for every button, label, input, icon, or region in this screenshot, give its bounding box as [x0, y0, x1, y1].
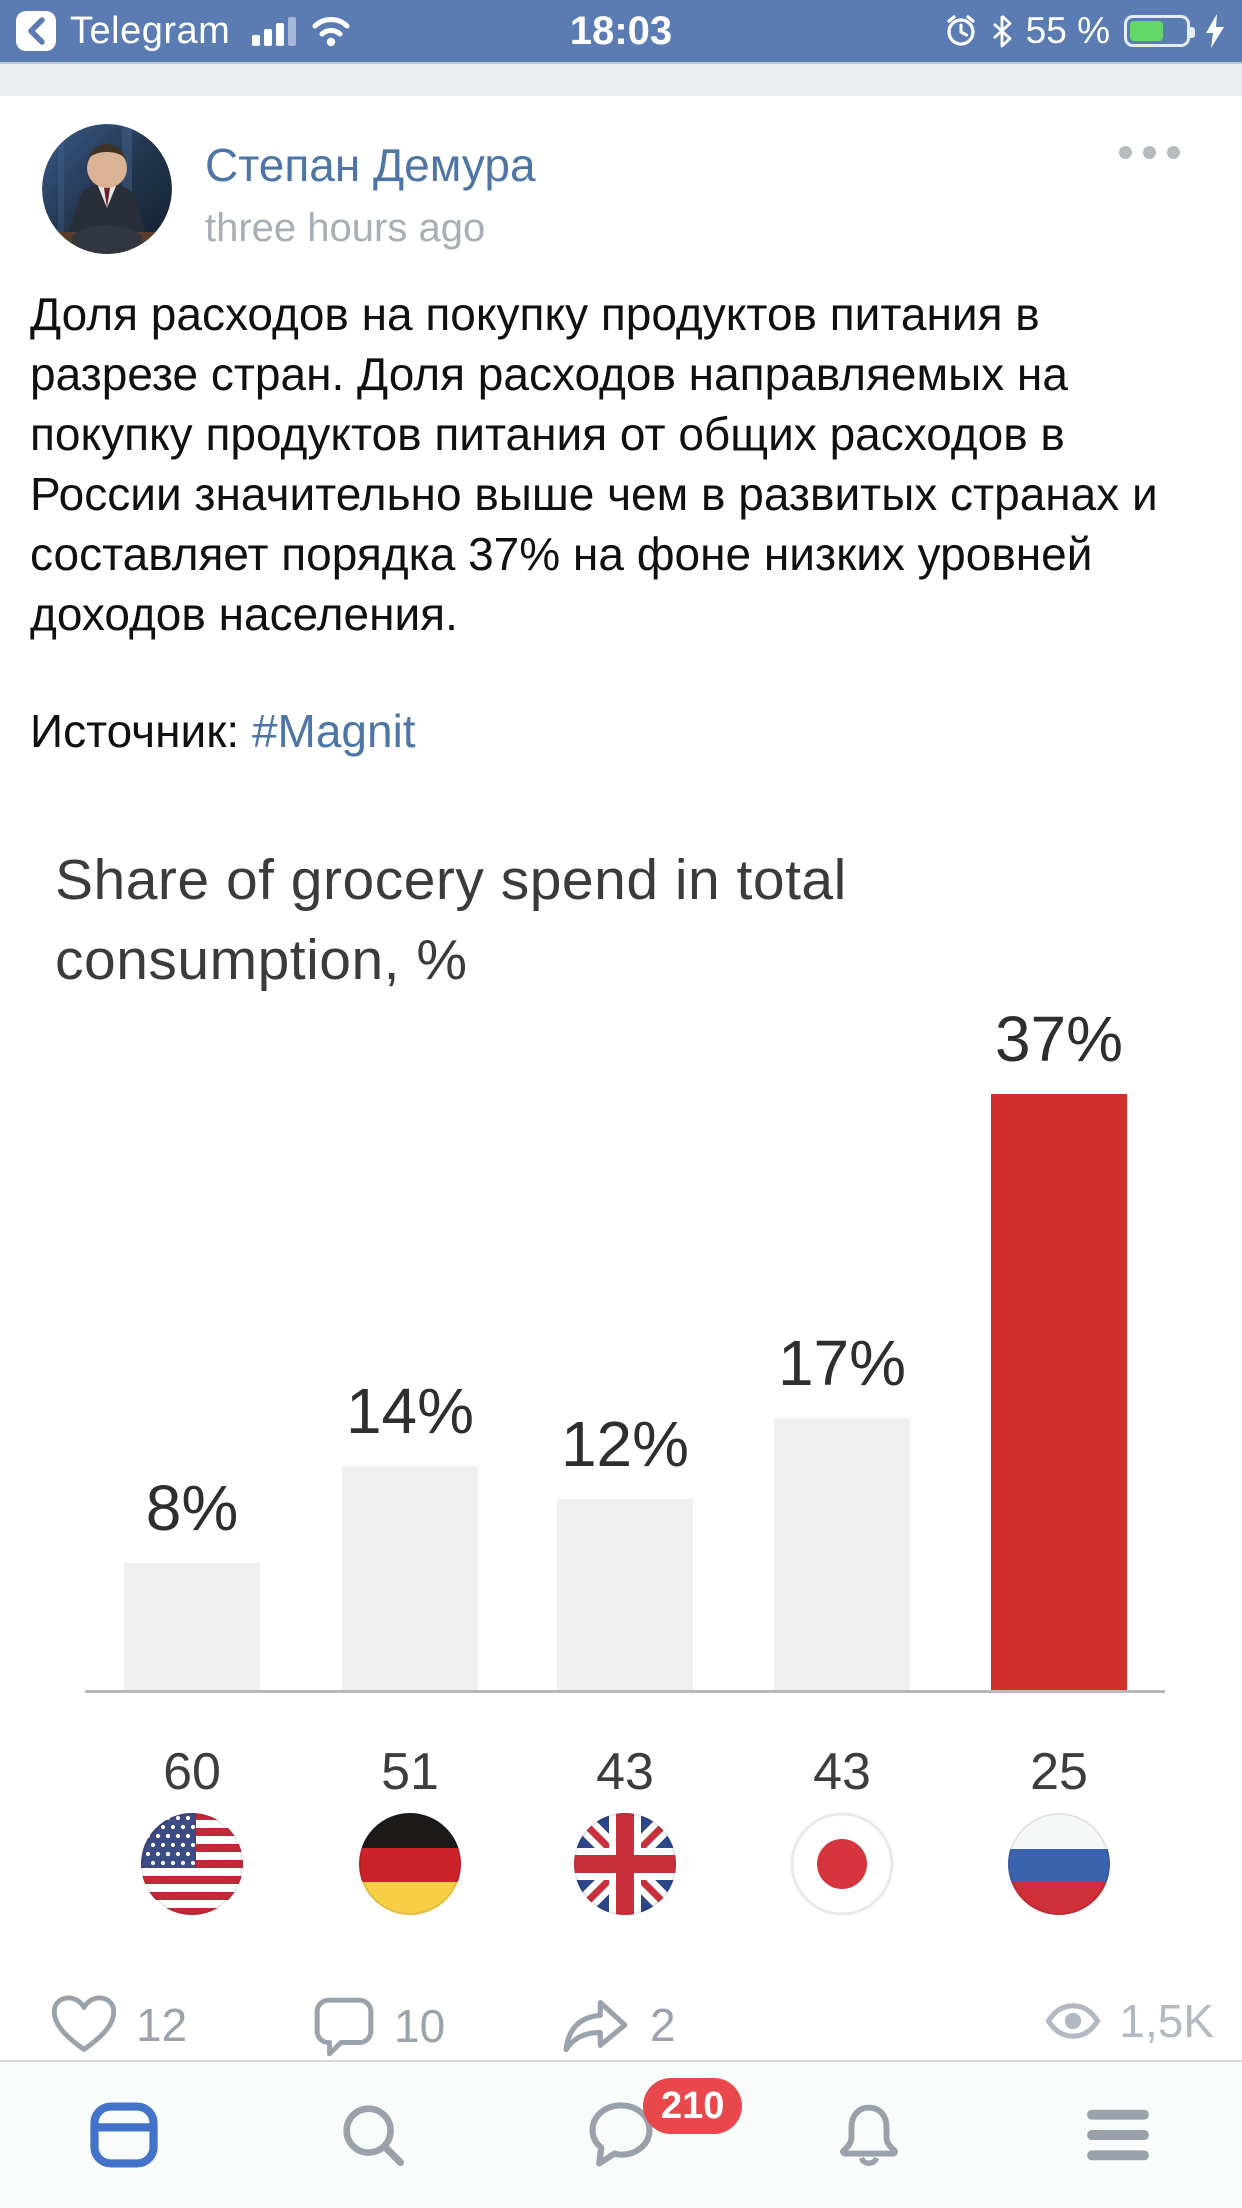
- status-bar: Telegram 18:03 55 %: [0, 0, 1242, 62]
- comment-count: 10: [394, 2000, 446, 2052]
- back-chevron-icon: [28, 17, 45, 45]
- de-flag-icon: [358, 1812, 462, 1916]
- alarm-icon: [947, 15, 975, 46]
- bottom-row-value: 51: [381, 1743, 439, 1801]
- post-body-text: Доля расходов на покупку продуктов питан…: [30, 288, 1158, 640]
- tab-notifications[interactable]: [745, 2062, 993, 2208]
- gb-flag-icon: [573, 1812, 677, 1916]
- author-avatar[interactable]: [42, 124, 172, 254]
- views-counter: 1,5K: [1045, 1994, 1214, 2048]
- bottom-row-value: 43: [813, 1743, 871, 1801]
- jp-flag-icon: [790, 1812, 894, 1916]
- messages-badge: 210: [643, 2078, 743, 2134]
- ru-flag-icon: [1007, 1812, 1111, 1916]
- bar-value-label: 37%: [994, 1003, 1124, 1075]
- bar-japan: [774, 1418, 910, 1693]
- post-timestamp: three hours ago: [205, 206, 486, 250]
- battery-percent-label: 55 %: [1025, 10, 1110, 51]
- bar-value-label: 8%: [145, 1472, 239, 1544]
- like-count: 12: [136, 1999, 188, 2051]
- newsfeed-icon: [90, 2102, 158, 2168]
- tab-menu[interactable]: [994, 2062, 1242, 2208]
- bar-united-kingdom: [557, 1499, 693, 1693]
- us-flag-icon: [140, 1812, 244, 1916]
- hamburger-menu-icon: [1087, 2109, 1149, 2161]
- tab-bar-divider: [0, 2060, 1242, 2062]
- magnit-hashtag-link[interactable]: #Magnit: [251, 705, 416, 757]
- views-eye-icon: [1045, 2003, 1101, 2039]
- views-count: 1,5K: [1119, 1995, 1214, 2047]
- chart-baseline-axis: [85, 1690, 1165, 1693]
- bar-value-label: 14%: [345, 1375, 475, 1447]
- back-app-label[interactable]: Telegram: [70, 9, 231, 52]
- like-button[interactable]: 12: [50, 1994, 187, 2056]
- bluetooth-icon: [992, 14, 1012, 48]
- tab-newsfeed[interactable]: [0, 2062, 248, 2208]
- post-action-bar: 12 10 2 1,5K: [0, 1994, 1242, 2060]
- back-to-app-button[interactable]: [16, 11, 56, 51]
- heart-icon: [51, 1995, 117, 2052]
- tab-messages[interactable]: 210: [497, 2062, 745, 2208]
- search-icon: [342, 2105, 404, 2166]
- bar-germany: [342, 1466, 478, 1693]
- source-label: Источник:: [30, 705, 240, 757]
- avatar-photo: [42, 124, 172, 254]
- post-author-name[interactable]: Степан Демура: [205, 139, 536, 191]
- tab-search[interactable]: [248, 2062, 496, 2208]
- bell-icon: [840, 2104, 899, 2166]
- post-options-button[interactable]: [1119, 146, 1180, 159]
- bar-value-label: 12%: [560, 1408, 690, 1480]
- charging-bolt-icon: [1206, 14, 1224, 48]
- bar-value-label: 17%: [777, 1327, 907, 1399]
- share-button[interactable]: 2: [560, 1994, 676, 2056]
- battery-icon: [1124, 15, 1195, 47]
- comment-button[interactable]: 10: [312, 1994, 445, 2058]
- signal-strength-icon: [252, 16, 297, 46]
- wifi-icon: [312, 17, 350, 47]
- post-source-line: Источник: #Magnit: [30, 704, 416, 758]
- grocery-share-chart-image[interactable]: Share of grocery spend in total consumpt…: [0, 840, 1242, 1938]
- bottom-tab-bar: 210: [0, 2062, 1242, 2208]
- chart-title: Share of grocery spend in total consumpt…: [55, 848, 847, 992]
- bar-united-states: [124, 1563, 260, 1693]
- bottom-row-value: 25: [1030, 1743, 1088, 1801]
- comment-icon: [314, 1997, 374, 2057]
- share-arrow-icon: [563, 1999, 628, 2053]
- bar-russia: [991, 1094, 1127, 1693]
- share-count: 2: [650, 1999, 676, 2051]
- messages-icon: [589, 2102, 653, 2167]
- bottom-row-value: 60: [163, 1743, 221, 1801]
- collapsed-nav-strip: [0, 62, 1242, 96]
- bottom-row-value: 43: [596, 1743, 654, 1801]
